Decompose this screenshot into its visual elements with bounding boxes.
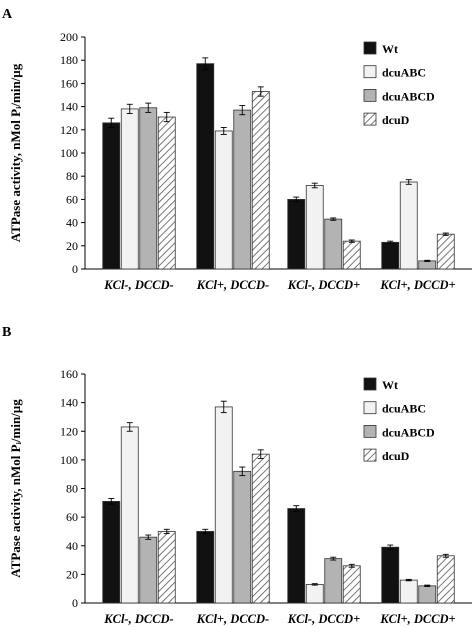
legend-label: dcuABC bbox=[382, 66, 426, 80]
bar-dcuabcd bbox=[324, 558, 343, 604]
legend-swatch bbox=[363, 401, 377, 415]
y-tick-label: 140 bbox=[60, 396, 78, 410]
legend-swatch bbox=[363, 424, 377, 438]
bar-dcud bbox=[251, 453, 270, 604]
bar-wt bbox=[287, 508, 306, 604]
bar-dcuabc bbox=[120, 426, 139, 604]
y-tick-label: 200 bbox=[60, 30, 78, 44]
y-tick-label: 120 bbox=[60, 123, 78, 137]
bar-dcuabcd bbox=[233, 109, 252, 270]
bar-wt bbox=[381, 546, 400, 604]
x-category-label: KCl-, DCCD+ bbox=[287, 612, 360, 626]
x-category-label: KCl-, DCCD- bbox=[103, 612, 173, 626]
bar-dcuabc bbox=[305, 583, 324, 604]
legend-swatch bbox=[363, 448, 377, 462]
x-category-label: KCl-, DCCD+ bbox=[287, 278, 360, 292]
y-tick-label: 40 bbox=[66, 539, 78, 553]
bar-dcud bbox=[342, 240, 361, 270]
legend-label: dcuD bbox=[382, 113, 410, 127]
legend-label: dcuABCD bbox=[382, 89, 435, 103]
y-tick-label: 20 bbox=[66, 239, 78, 253]
legend-swatch bbox=[363, 112, 377, 126]
bar-wt bbox=[196, 63, 215, 270]
bar-wt bbox=[102, 500, 121, 604]
y-tick-label: 140 bbox=[60, 100, 78, 114]
y-tick-label: 80 bbox=[66, 482, 78, 496]
y-axis-label: ATPase activity, nMol Pᵢ/min/µg bbox=[8, 63, 23, 242]
legend-label: Wt bbox=[382, 42, 398, 56]
bar-dcuabc bbox=[214, 406, 233, 604]
x-category-label: KCl+, DCCD- bbox=[196, 612, 269, 626]
bar-dcud bbox=[436, 555, 455, 604]
y-tick-label: 80 bbox=[66, 169, 78, 183]
chart-panel-b: B ATPase activity, nMol Pᵢ/min/µg 0 20 40 60 8… bbox=[2, 325, 472, 626]
bar-dcud bbox=[342, 565, 361, 604]
bar-wt bbox=[102, 122, 121, 270]
y-tick-label: 20 bbox=[66, 567, 78, 581]
bar-dcud bbox=[436, 233, 455, 270]
bar-dcuabcd bbox=[139, 107, 158, 270]
x-category-label: KCl+, DCCD+ bbox=[379, 612, 455, 626]
y-tick-label: 160 bbox=[60, 76, 78, 90]
legend-swatch bbox=[363, 89, 377, 102]
bar-dcuabcd bbox=[418, 585, 437, 604]
y-tick-label: 40 bbox=[66, 216, 78, 230]
y-tick-label: 120 bbox=[60, 424, 78, 438]
bar-dcud bbox=[157, 116, 176, 270]
bar-dcuabc bbox=[305, 185, 324, 270]
bar-wt bbox=[381, 241, 400, 270]
bar-dcuabc bbox=[214, 130, 233, 270]
bar-dcuabc bbox=[399, 579, 418, 604]
y-tick-label: 100 bbox=[60, 453, 78, 467]
bar-dcuabcd bbox=[233, 470, 252, 604]
bar-dcud bbox=[157, 531, 176, 604]
legend-label: dcuABC bbox=[382, 402, 426, 416]
legend-swatch bbox=[363, 41, 377, 55]
y-tick-label: 60 bbox=[66, 192, 78, 206]
panel-letter: A bbox=[2, 7, 13, 22]
x-category-label: KCl+, DCCD+ bbox=[379, 278, 455, 292]
y-tick-label: 0 bbox=[72, 262, 78, 276]
bar-dcuabc bbox=[120, 108, 139, 270]
x-category-label: KCl+, DCCD- bbox=[196, 278, 269, 292]
bar-dcud bbox=[251, 91, 270, 270]
bar-wt bbox=[287, 198, 306, 270]
bar-dcuabcd bbox=[418, 260, 437, 270]
y-tick-label: 60 bbox=[66, 510, 78, 524]
legend-label: dcuD bbox=[382, 449, 410, 463]
y-axis-label: ATPase activity, nMol Pᵢ/min/µg bbox=[8, 399, 23, 578]
chart-panel-a: A ATPase activity, nMol Pᵢ/min/µg 0 20 40 60 8… bbox=[2, 7, 472, 292]
x-category-label: KCl-, DCCD- bbox=[103, 278, 173, 292]
y-tick-label: 0 bbox=[72, 596, 78, 610]
y-tick-label: 160 bbox=[60, 367, 78, 381]
legend-swatch bbox=[363, 65, 377, 79]
y-tick-label: 180 bbox=[60, 53, 78, 67]
bar-dcuabc bbox=[399, 181, 418, 270]
legend-label: dcuABCD bbox=[382, 425, 435, 439]
y-tick-label: 100 bbox=[60, 146, 78, 160]
legend-label: Wt bbox=[382, 378, 398, 392]
legend-swatch bbox=[363, 377, 377, 391]
bar-dcuabcd bbox=[139, 536, 158, 604]
panel-letter: B bbox=[2, 325, 11, 340]
bar-wt bbox=[196, 531, 215, 604]
bar-dcuabcd bbox=[324, 218, 343, 270]
